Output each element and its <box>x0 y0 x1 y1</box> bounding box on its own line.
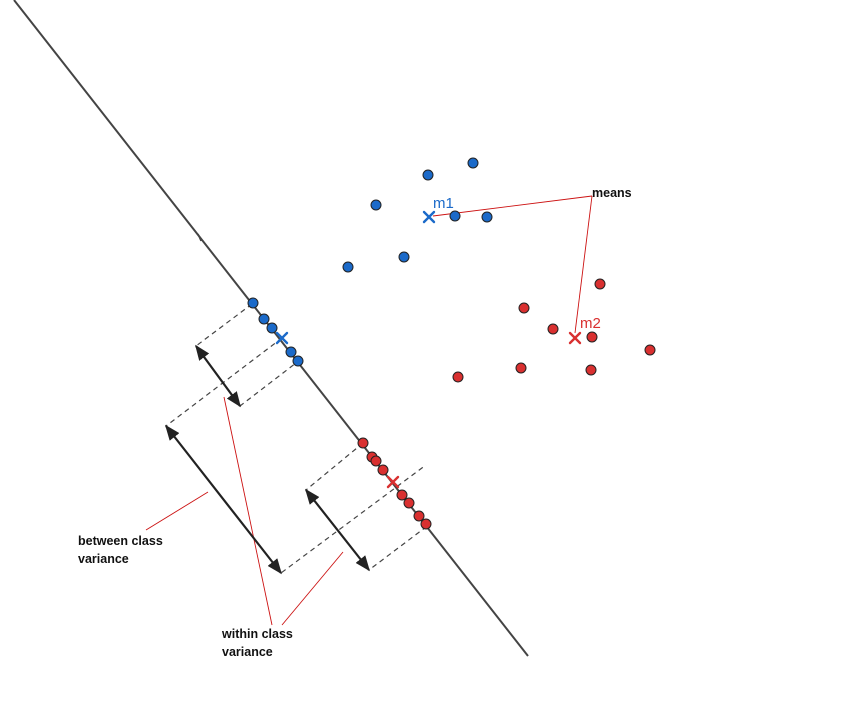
class2-point <box>547 323 559 335</box>
projected-class2-point <box>377 464 389 476</box>
between-class-label-line1: between class <box>78 534 163 548</box>
class2-point <box>515 362 527 374</box>
projected-class1-point <box>266 322 278 334</box>
projected-class1-point <box>258 313 270 325</box>
class2-point <box>644 344 656 356</box>
projected-class2-point <box>413 510 425 522</box>
projection-guides <box>165 303 427 574</box>
projected-class2-points <box>357 437 432 530</box>
projected-class1-point <box>292 355 304 367</box>
projected-class1-point <box>247 297 259 309</box>
means-leader-lines <box>432 195 593 334</box>
within-class-label-line2: variance <box>222 645 273 659</box>
m1-label: m1 <box>433 195 454 212</box>
class2-point <box>452 371 464 383</box>
within-class-leader-lines <box>223 396 344 626</box>
class2-points <box>452 278 656 383</box>
m2-label: m2 <box>580 315 601 332</box>
mean-m2-cross <box>568 331 582 345</box>
between-class-leader-line <box>145 491 209 531</box>
within-class-1-arrow <box>195 344 241 408</box>
axis-tick <box>197 233 202 242</box>
projected-class1-points <box>247 297 304 367</box>
class1-point <box>481 211 493 223</box>
class1-point <box>467 157 479 169</box>
projected-class1-point <box>285 346 297 358</box>
class1-point <box>422 169 434 181</box>
class2-point <box>594 278 606 290</box>
means-label: means <box>592 186 632 200</box>
class2-point <box>585 364 597 376</box>
class1-point <box>398 251 410 263</box>
projected-mean-m2-cross <box>386 475 400 489</box>
mean-m1-cross <box>422 210 436 224</box>
projected-class2-point <box>420 518 432 530</box>
class2-point <box>518 302 530 314</box>
between-class-arrow <box>165 424 282 575</box>
class2-point <box>586 331 598 343</box>
class1-point <box>342 261 354 273</box>
projected-class2-point <box>396 489 408 501</box>
projected-class2-point <box>357 437 369 449</box>
between-class-label-line2: variance <box>78 552 129 566</box>
class1-points <box>342 157 493 273</box>
within-class-label-line1: within class <box>221 627 293 641</box>
projected-class2-point <box>403 497 415 509</box>
within-class-2-arrow <box>305 488 370 572</box>
projected-class2-point <box>370 455 382 467</box>
class1-point <box>449 210 461 222</box>
class1-point <box>370 199 382 211</box>
variance-arrows <box>165 344 370 575</box>
projected-mean-m1-cross <box>275 331 289 345</box>
